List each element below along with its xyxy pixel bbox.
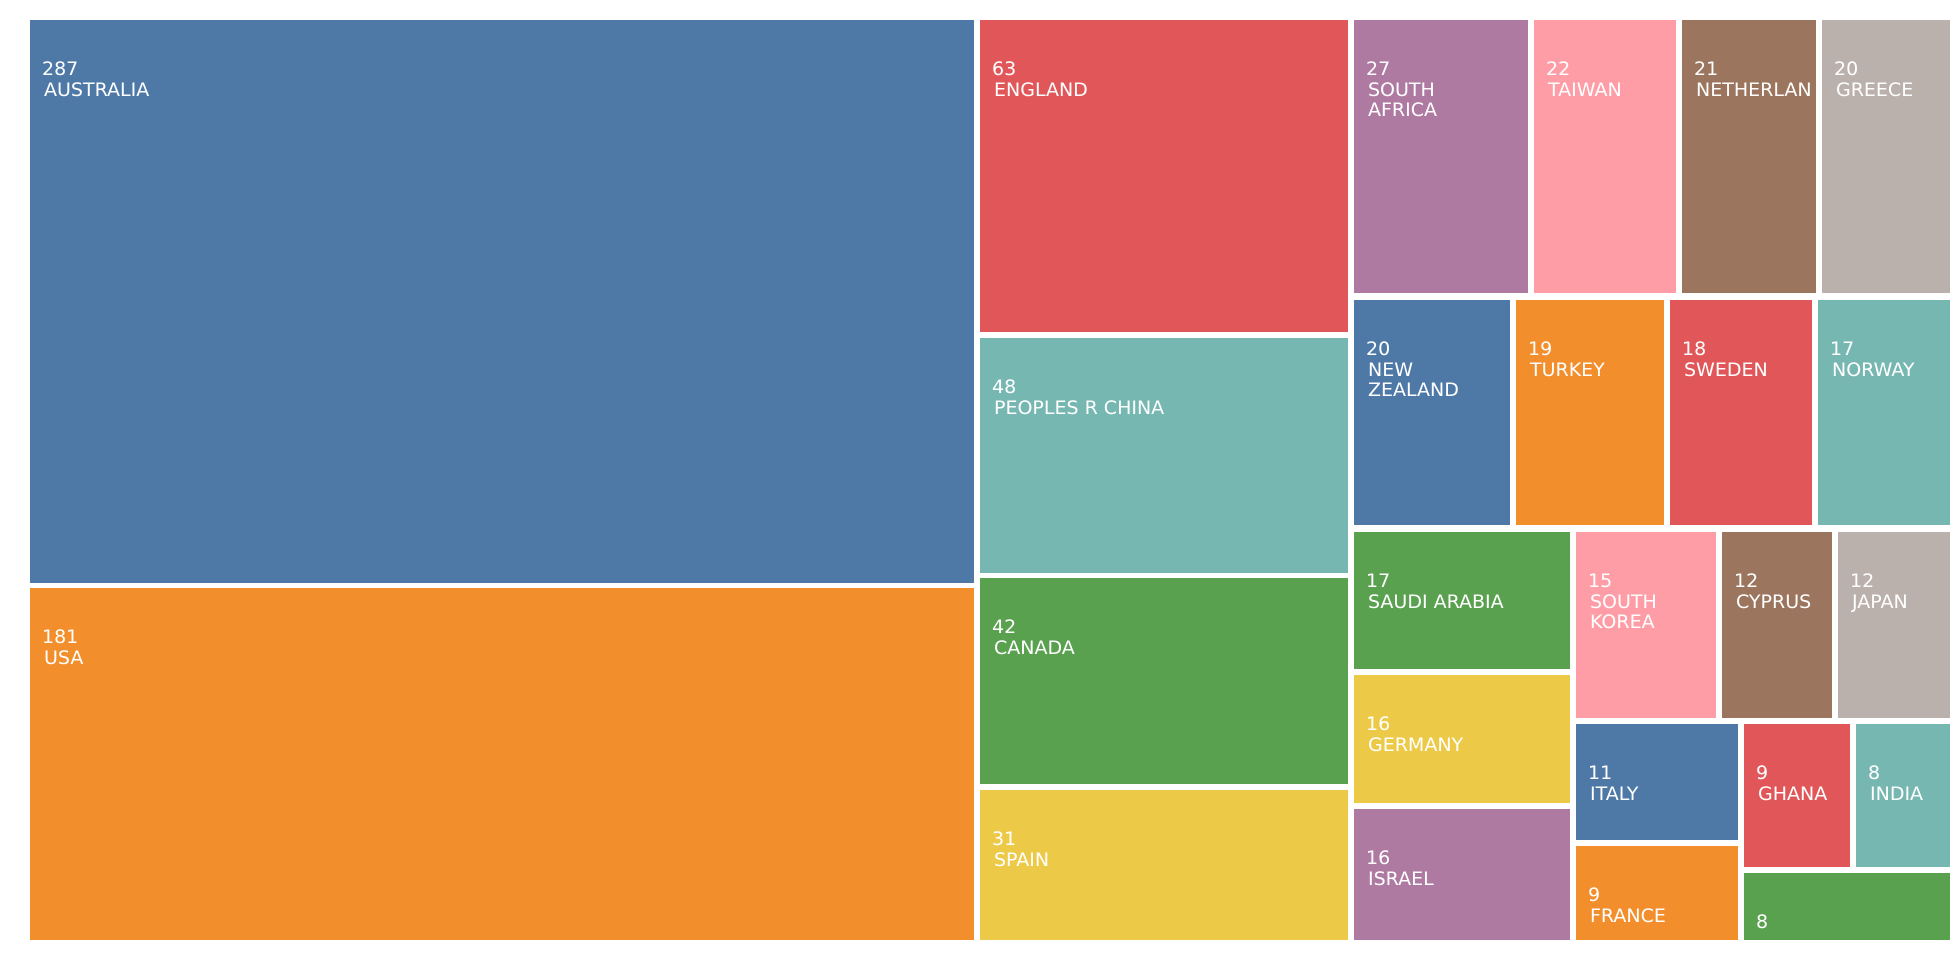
tile-label: SOUTH AFRICA (1368, 79, 1437, 121)
tile-value: 20 (1834, 58, 1859, 80)
tile-label: CANADA (994, 637, 1075, 659)
tile-value: 22 (1546, 58, 1571, 80)
tile-value: 31 (992, 828, 1017, 850)
treemap-tile-ghana: 9 GHANA (1744, 724, 1850, 867)
tile-label: TURKEY (1530, 359, 1605, 381)
tile-label: NEW ZEALAND (1368, 359, 1459, 401)
tile-label: FRANCE (1590, 905, 1666, 927)
treemap-tile-israel: 16 ISRAEL (1354, 809, 1570, 940)
tile-value: 8 (1868, 762, 1881, 784)
tile-value: 9 (1588, 884, 1601, 906)
treemap-tile-japan: 12 JAPAN (1838, 532, 1950, 718)
treemap-tile-spain: 31 SPAIN (980, 790, 1348, 940)
tile-value: 181 (42, 626, 79, 648)
tile-label: GREECE (1836, 79, 1914, 101)
tile-label: SPAIN (994, 849, 1050, 871)
treemap-tile-germany: 16 GERMANY (1354, 675, 1570, 803)
treemap-tile-norway: 17 NORWAY (1818, 300, 1950, 525)
tile-label: USA (44, 647, 84, 669)
treemap-tile-saudi-arabia: 17 SAUDI ARABIA (1354, 532, 1570, 669)
tile-label: AUSTRALIA (44, 79, 150, 101)
tile-label: GERMANY (1368, 734, 1464, 756)
treemap-tile-australia: 287 AUSTRALIA (30, 20, 974, 583)
tile-value: 11 (1588, 762, 1613, 784)
treemap-tile-peoples-r-china: 48 PEOPLES R CHINA (980, 338, 1348, 573)
treemap-tile-cyprus: 12 CYPRUS (1722, 532, 1832, 718)
tile-value: 63 (992, 58, 1017, 80)
treemap-tile-south-korea: 15 SOUTH KOREA (1576, 532, 1716, 718)
tile-label: SAUDI ARABIA (1368, 591, 1504, 613)
tile-value: 18 (1682, 338, 1707, 360)
tile-value: 19 (1528, 338, 1553, 360)
tile-value: 9 (1756, 762, 1769, 784)
tile-value: 16 (1366, 713, 1391, 735)
tile-label: GHANA (1758, 783, 1828, 805)
treemap-tile-south-africa: 27 SOUTH AFRICA (1354, 20, 1528, 293)
tile-label: SWEDEN (1684, 359, 1768, 381)
tile-value: 17 (1830, 338, 1855, 360)
treemap-tile-usa: 181 USA (30, 588, 974, 940)
tile-value: 12 (1734, 570, 1759, 592)
tile-value: 42 (992, 616, 1017, 638)
treemap-tile-greece: 20 GREECE (1822, 20, 1950, 293)
treemap-tile-sweden: 18 SWEDEN (1670, 300, 1812, 525)
tile-value: 12 (1850, 570, 1875, 592)
tile-label: JAPAN (1852, 591, 1908, 613)
tile-value: 20 (1366, 338, 1391, 360)
tile-label: ENGLAND (994, 79, 1088, 101)
tile-label: ITALY (1590, 783, 1639, 805)
tile-value: 17 (1366, 570, 1391, 592)
tile-value: 48 (992, 376, 1017, 398)
treemap-tile-india: 8 INDIA (1856, 724, 1950, 867)
tile-value: 15 (1588, 570, 1613, 592)
treemap-tile-unlabeled-24: 8 (1744, 873, 1950, 940)
treemap-tile-france: 9 FRANCE (1576, 846, 1738, 940)
tile-label: INDIA (1870, 783, 1924, 805)
treemap-tile-canada: 42 CANADA (980, 578, 1348, 784)
tile-value: 8 (1756, 911, 1769, 933)
treemap-tile-england: 63 ENGLAND (980, 20, 1348, 332)
tile-label: PEOPLES R CHINA (994, 397, 1165, 419)
tile-label: NETHERLAN (1696, 79, 1812, 101)
treemap-tile-turkey: 19 TURKEY (1516, 300, 1664, 525)
tile-label: NORWAY (1832, 359, 1915, 381)
tile-value: 16 (1366, 847, 1391, 869)
treemap-tile-netherlan: 21 NETHERLAN (1682, 20, 1816, 293)
tile-label: ISRAEL (1368, 868, 1434, 890)
tile-label: TAIWAN (1548, 79, 1622, 101)
tile-label: CYPRUS (1736, 591, 1812, 613)
tile-value: 27 (1366, 58, 1391, 80)
treemap-tile-new-zealand: 20 NEW ZEALAND (1354, 300, 1510, 525)
treemap-tile-taiwan: 22 TAIWAN (1534, 20, 1676, 293)
tile-value: 21 (1694, 58, 1719, 80)
treemap-tile-italy: 11 ITALY (1576, 724, 1738, 840)
tile-value: 287 (42, 58, 79, 80)
tile-label: SOUTH KOREA (1590, 591, 1657, 633)
